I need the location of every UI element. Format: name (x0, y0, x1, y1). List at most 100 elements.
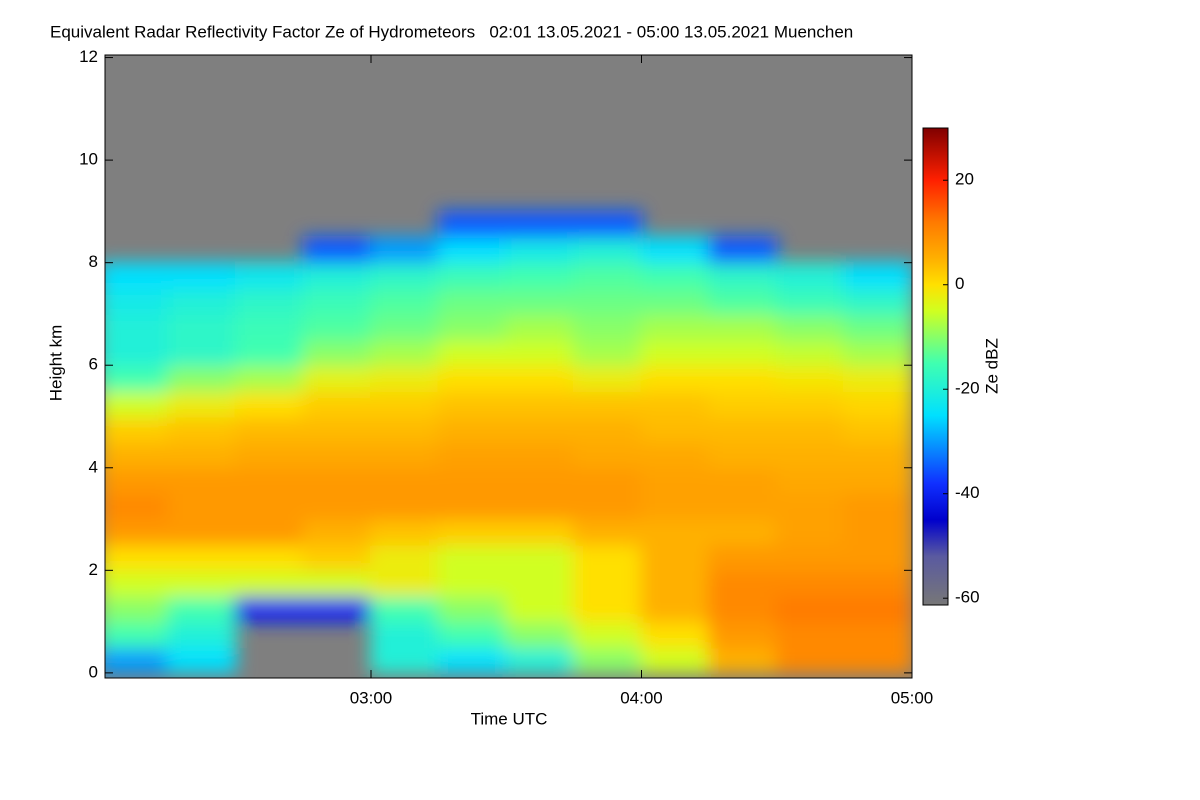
cell (775, 364, 846, 392)
cell (708, 415, 778, 444)
cell (105, 312, 170, 341)
cell (505, 287, 575, 315)
cell (640, 518, 711, 546)
cell (369, 466, 440, 495)
cell (302, 364, 372, 392)
cell (708, 389, 778, 418)
cell (505, 389, 575, 418)
cell (437, 236, 508, 264)
cell (302, 261, 372, 290)
cell (369, 620, 440, 649)
cell (640, 287, 711, 315)
cell (437, 594, 508, 623)
cell (572, 492, 643, 521)
y-tick-label: 0 (89, 662, 98, 681)
cell (640, 415, 711, 444)
cell (302, 441, 372, 469)
cell (843, 441, 912, 469)
cell (105, 646, 170, 674)
cell (302, 338, 372, 367)
cell (234, 261, 305, 290)
cell (505, 312, 575, 341)
cell (302, 415, 372, 444)
cell (302, 492, 372, 521)
cell (640, 646, 711, 674)
colorbar-tick-label: -20 (955, 379, 980, 398)
cell (437, 466, 508, 495)
cell (572, 210, 643, 239)
cell (843, 543, 912, 572)
cell (369, 518, 440, 546)
cell (775, 261, 846, 290)
cell (572, 569, 643, 597)
y-tick-label: 4 (89, 457, 98, 476)
cell (167, 338, 237, 367)
cell (105, 620, 170, 649)
cell (167, 492, 237, 521)
cell (640, 364, 711, 392)
cell (437, 620, 508, 649)
cell (708, 466, 778, 495)
cell (640, 261, 711, 290)
cell (105, 364, 170, 392)
cell (572, 466, 643, 495)
cell (640, 389, 711, 418)
cell (640, 594, 711, 623)
y-tick-label: 2 (89, 560, 98, 579)
cell (708, 364, 778, 392)
cell (843, 312, 912, 341)
cell (105, 466, 170, 495)
cell (843, 646, 912, 674)
cell (505, 646, 575, 674)
cell (437, 210, 508, 239)
cell (437, 389, 508, 418)
cell (640, 492, 711, 521)
cell (437, 492, 508, 521)
cell (105, 594, 170, 623)
cell (572, 389, 643, 418)
cell (572, 646, 643, 674)
cell (708, 338, 778, 367)
cell (105, 287, 170, 315)
cell (437, 312, 508, 341)
cell (167, 646, 237, 674)
x-tick-label: 05:00 (891, 688, 934, 707)
cell (369, 261, 440, 290)
cell (369, 312, 440, 341)
cell (843, 389, 912, 418)
cell (505, 492, 575, 521)
cell (505, 569, 575, 597)
colorbar-label: Ze dBZ (982, 338, 1001, 394)
cell (505, 415, 575, 444)
cell (302, 236, 372, 264)
cell (505, 364, 575, 392)
cell (369, 646, 440, 674)
y-tick-label: 12 (79, 47, 98, 66)
cell (572, 364, 643, 392)
x-tick-label: 04:00 (620, 688, 663, 707)
cell (167, 389, 237, 418)
cell (234, 415, 305, 444)
cell (167, 287, 237, 315)
cell (302, 287, 372, 315)
cell (708, 287, 778, 315)
cell (105, 569, 170, 597)
x-axis-label: Time UTC (471, 709, 548, 728)
cell (167, 620, 237, 649)
cell (708, 312, 778, 341)
cell (708, 441, 778, 469)
cell (572, 543, 643, 572)
cell (640, 466, 711, 495)
cell (843, 261, 912, 290)
cell (708, 236, 778, 264)
cell (369, 236, 440, 264)
cell (437, 646, 508, 674)
cell (369, 594, 440, 623)
cell (843, 415, 912, 444)
cell (640, 441, 711, 469)
cell (572, 261, 643, 290)
cell (775, 287, 846, 315)
cell (775, 312, 846, 341)
cell (775, 646, 846, 674)
colorbar-tick-label: 0 (955, 274, 964, 293)
